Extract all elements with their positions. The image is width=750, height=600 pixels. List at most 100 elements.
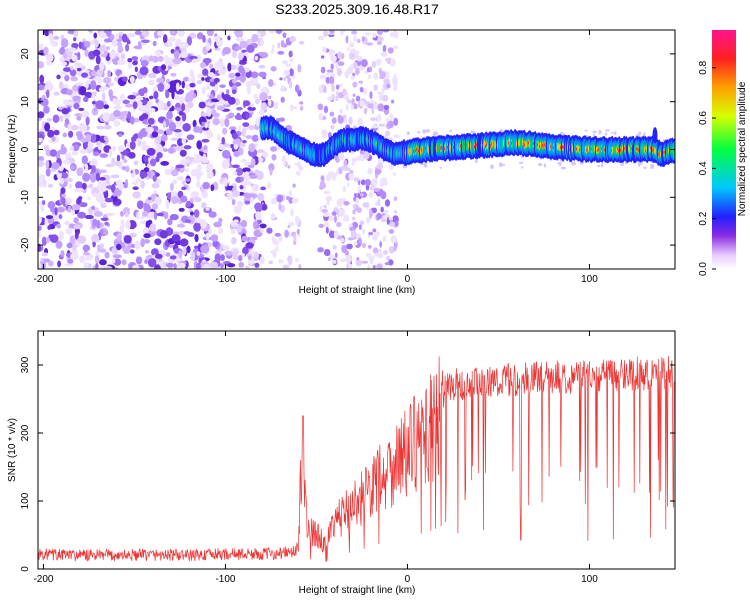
heat-cell: [336, 91, 339, 96]
heat-cell: [261, 203, 268, 211]
heat-cell: [129, 232, 137, 238]
heat-cell: [170, 137, 179, 141]
heat-cell: [99, 45, 107, 52]
heat-cell: [84, 163, 89, 173]
heat-cell: [193, 209, 200, 218]
heat-cell: [118, 132, 123, 138]
heat-cell: [50, 162, 60, 170]
heat-cell: [289, 58, 294, 63]
heat-cell: [195, 217, 202, 224]
heat-cell: [105, 163, 115, 168]
heat-cell: [604, 129, 610, 132]
heat-cell: [298, 165, 304, 172]
heat-cell: [369, 66, 373, 73]
heat-cell: [240, 219, 248, 228]
heat-cell: [336, 68, 343, 77]
heat-cell: [231, 89, 237, 95]
heat-cell: [122, 110, 129, 116]
heat-cell: [364, 179, 372, 186]
heat-cell: [166, 100, 171, 107]
heat-cell: [273, 238, 280, 246]
heat-cell: [383, 78, 391, 85]
heat-cell: [68, 183, 73, 190]
heat-cell: [359, 193, 364, 197]
heat-cell: [47, 201, 56, 210]
heat-cell: [238, 125, 242, 131]
heat-cell: [334, 252, 338, 258]
heat-cell: [216, 105, 226, 111]
heat-cell: [141, 39, 151, 44]
ridge-cell: [672, 143, 675, 159]
heat-cell: [174, 95, 181, 101]
heat-cell: [259, 108, 265, 116]
heat-cell: [239, 73, 247, 83]
heat-cell: [268, 260, 274, 265]
heat-cell: [323, 204, 327, 209]
heat-cell: [140, 59, 149, 67]
heat-cell: [219, 84, 226, 88]
heat-cell: [139, 171, 148, 179]
heat-cell: [109, 50, 117, 60]
heat-cell: [178, 50, 189, 58]
heat-cell: [291, 197, 299, 204]
heat-cell: [257, 193, 265, 202]
heat-cell: [338, 208, 346, 217]
heat-cell: [84, 214, 94, 220]
heat-cell: [637, 131, 642, 135]
heat-cell: [260, 102, 268, 111]
heat-cell: [352, 35, 357, 42]
heat-cell: [175, 116, 181, 122]
heat-cell: [234, 76, 242, 81]
heat-cell: [99, 61, 105, 71]
heat-cell: [395, 241, 398, 247]
heat-cell: [100, 217, 109, 222]
heat-cell: [175, 164, 185, 169]
heat-cell: [59, 177, 65, 185]
heat-cell: [362, 202, 370, 208]
heat-cell: [380, 51, 388, 58]
heat-cell: [92, 49, 101, 57]
heat-cell: [70, 65, 74, 71]
heat-cell: [67, 259, 74, 264]
heat-cell: [246, 85, 251, 95]
heat-cell: [229, 126, 237, 131]
heat-cell: [287, 165, 291, 169]
heat-cell: [73, 30, 79, 37]
heat-cell: [173, 50, 180, 59]
heat-cell: [389, 58, 396, 67]
heat-cell: [358, 237, 362, 246]
heat-cell: [378, 123, 385, 127]
heat-cell: [205, 232, 210, 241]
heat-cell: [165, 199, 170, 210]
heat-cell: [41, 200, 46, 206]
heat-cell: [338, 152, 345, 161]
heat-cell: [422, 129, 427, 134]
heat-cell: [241, 235, 249, 242]
heat-cell: [212, 240, 219, 248]
heat-cell: [69, 69, 77, 77]
heat-cell: [125, 165, 130, 173]
heat-cell: [62, 132, 67, 138]
heat-cell: [85, 133, 91, 143]
heat-cell: [206, 42, 211, 52]
heat-cell: [245, 265, 250, 269]
heat-cell: [355, 259, 363, 267]
heat-cell: [193, 222, 202, 232]
heat-cell: [166, 110, 173, 120]
heat-cell: [137, 140, 142, 147]
heat-cell: [193, 196, 202, 203]
heat-cell: [82, 110, 90, 119]
heat-cell: [355, 67, 360, 76]
heat-cell: [157, 30, 165, 37]
heat-cell: [92, 100, 96, 105]
heat-cell: [322, 46, 327, 53]
heat-cell: [72, 84, 79, 92]
heat-cell: [348, 172, 355, 181]
heat-cell: [376, 30, 383, 35]
heat-cell: [226, 193, 233, 197]
heat-cell: [208, 228, 213, 235]
heat-cell: [367, 103, 375, 109]
heat-cell: [122, 99, 130, 105]
heat-cell: [176, 176, 184, 181]
